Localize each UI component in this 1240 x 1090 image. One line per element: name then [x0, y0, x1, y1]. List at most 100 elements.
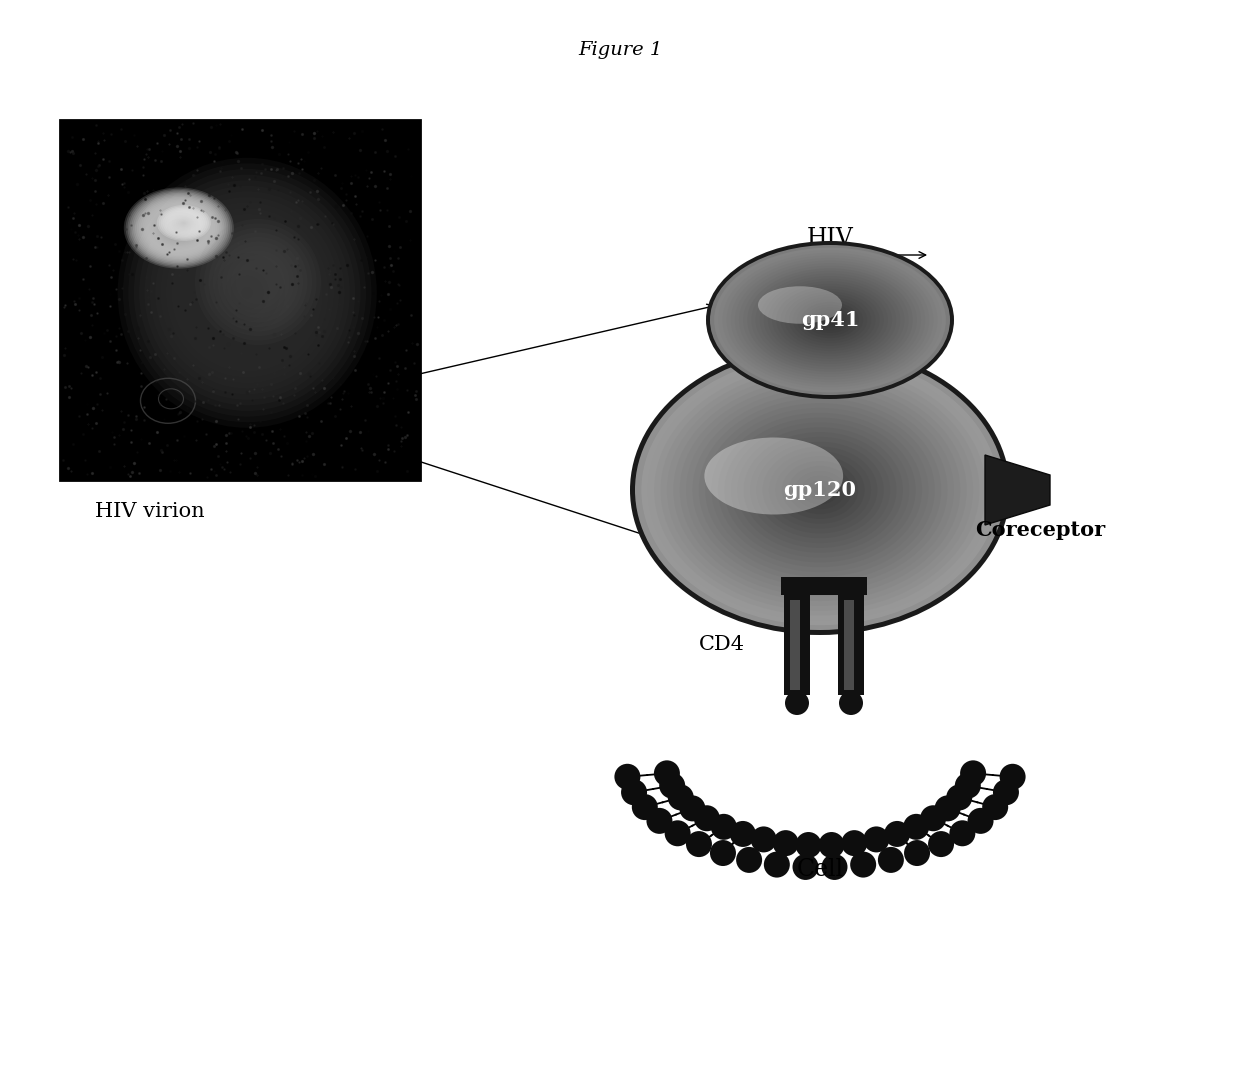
Ellipse shape [763, 447, 878, 533]
Circle shape [818, 832, 844, 858]
Ellipse shape [813, 485, 826, 495]
Ellipse shape [124, 187, 234, 268]
Ellipse shape [193, 237, 301, 349]
Ellipse shape [706, 241, 954, 399]
Ellipse shape [231, 255, 285, 308]
Circle shape [920, 806, 946, 832]
Ellipse shape [150, 206, 208, 250]
Ellipse shape [177, 227, 180, 229]
Ellipse shape [155, 210, 202, 245]
Circle shape [686, 831, 712, 857]
Ellipse shape [737, 427, 903, 553]
Ellipse shape [174, 225, 184, 232]
Ellipse shape [789, 465, 852, 514]
Circle shape [711, 840, 737, 867]
Ellipse shape [692, 393, 947, 586]
Ellipse shape [706, 403, 935, 577]
Ellipse shape [179, 219, 190, 227]
Ellipse shape [797, 300, 863, 341]
Circle shape [960, 761, 986, 786]
Circle shape [621, 779, 647, 806]
Text: gp41: gp41 [801, 310, 859, 330]
Ellipse shape [635, 350, 1004, 630]
Ellipse shape [162, 216, 195, 240]
Ellipse shape [172, 216, 196, 231]
Ellipse shape [129, 169, 366, 416]
Ellipse shape [172, 222, 186, 233]
Text: Coreceptor: Coreceptor [975, 520, 1105, 540]
Ellipse shape [711, 245, 950, 395]
Ellipse shape [133, 194, 224, 262]
Ellipse shape [131, 193, 227, 263]
Ellipse shape [805, 304, 854, 336]
Ellipse shape [177, 220, 317, 366]
Ellipse shape [166, 219, 191, 238]
Circle shape [841, 831, 867, 856]
Ellipse shape [743, 266, 916, 374]
Ellipse shape [813, 310, 847, 330]
Circle shape [878, 847, 904, 873]
Ellipse shape [237, 281, 258, 304]
Circle shape [750, 826, 776, 852]
Ellipse shape [249, 272, 267, 291]
Ellipse shape [200, 223, 316, 340]
Ellipse shape [174, 217, 193, 229]
Circle shape [982, 795, 1008, 820]
Ellipse shape [780, 289, 879, 351]
Ellipse shape [205, 247, 290, 338]
Ellipse shape [217, 242, 299, 323]
Ellipse shape [775, 457, 864, 524]
Ellipse shape [680, 384, 960, 596]
Ellipse shape [213, 237, 303, 327]
Ellipse shape [176, 218, 191, 228]
Ellipse shape [161, 207, 207, 239]
Bar [844, 600, 854, 690]
Circle shape [694, 806, 720, 832]
Ellipse shape [789, 294, 872, 346]
Bar [60, 120, 420, 480]
Ellipse shape [198, 242, 296, 343]
Ellipse shape [151, 208, 206, 249]
Ellipse shape [661, 370, 980, 610]
Ellipse shape [169, 220, 190, 235]
Bar [784, 595, 810, 695]
Ellipse shape [686, 389, 954, 592]
Circle shape [632, 795, 657, 820]
Ellipse shape [810, 307, 851, 332]
Text: HIV virion: HIV virion [95, 502, 205, 521]
Ellipse shape [144, 203, 213, 254]
Ellipse shape [143, 201, 216, 255]
Circle shape [935, 796, 961, 822]
Ellipse shape [768, 281, 892, 359]
Circle shape [785, 691, 808, 715]
Ellipse shape [169, 213, 200, 233]
Ellipse shape [166, 208, 329, 377]
Ellipse shape [180, 220, 187, 226]
Ellipse shape [781, 461, 858, 519]
Circle shape [796, 832, 821, 858]
Ellipse shape [795, 471, 846, 509]
Circle shape [668, 785, 693, 811]
Circle shape [730, 821, 756, 847]
Ellipse shape [758, 287, 842, 324]
Ellipse shape [801, 475, 839, 505]
Circle shape [946, 785, 972, 811]
Ellipse shape [171, 214, 322, 372]
Ellipse shape [792, 296, 867, 343]
Ellipse shape [724, 417, 915, 562]
Ellipse shape [748, 268, 913, 372]
Ellipse shape [187, 231, 306, 354]
Ellipse shape [739, 263, 921, 377]
Ellipse shape [807, 481, 833, 499]
Ellipse shape [785, 291, 875, 349]
Ellipse shape [148, 205, 210, 251]
Ellipse shape [822, 315, 838, 325]
Ellipse shape [236, 259, 280, 304]
Circle shape [660, 773, 686, 799]
Text: HIV: HIV [807, 227, 853, 250]
Bar [838, 595, 864, 695]
Ellipse shape [215, 259, 279, 327]
Circle shape [955, 773, 981, 799]
Ellipse shape [730, 423, 909, 558]
Bar [790, 600, 800, 690]
